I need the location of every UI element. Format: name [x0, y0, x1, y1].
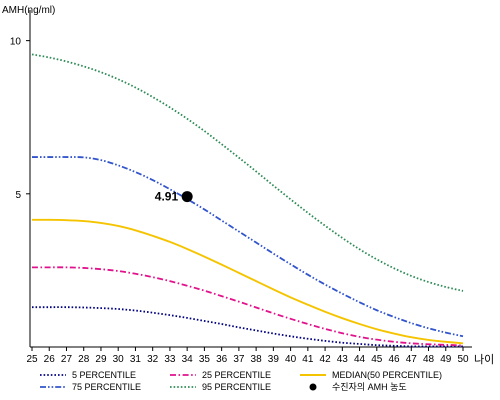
series-line-median-50-percentile [31, 218, 464, 345]
x-tick-label: 38 [251, 354, 263, 365]
ticks: 25 26 27 28 29 30 31 32 33 34 35 36 37 38 39 40 41 42 43 44… [10, 37, 469, 365]
x-tick-label: 43 [337, 354, 349, 365]
x-tick-label: 37 [233, 354, 245, 365]
x-tick-label: 35 [199, 354, 211, 365]
legend-label-75-percentile: 75 PERCENTILE [72, 382, 141, 392]
x-tick-label: 31 [130, 354, 142, 365]
x-tick-label: 46 [388, 354, 400, 365]
series-line-95-percentile [31, 53, 464, 292]
x-tick-label: 36 [216, 354, 228, 365]
x-tick-label: 42 [320, 354, 332, 365]
x-tick-label: 26 [44, 354, 56, 365]
legend-label-5-percentile: 5 PERCENTILE [72, 370, 136, 380]
x-tick-label: 25 [26, 354, 38, 365]
x-tick-label: 40 [285, 354, 297, 365]
x-tick-label: 44 [354, 354, 366, 365]
legend-label-median-50-percentile: MEDIAN(50 PERCENTILE) [332, 370, 442, 380]
x-tick-label: 27 [61, 354, 73, 365]
x-tick-label: 41 [302, 354, 314, 365]
marker: 4.91 [155, 190, 193, 204]
x-tick-label: 30 [113, 354, 125, 365]
y-tick-label: 10 [10, 37, 22, 48]
y-tick-label: 5 [15, 190, 21, 201]
y-axis-title: AMH(ng/ml) [2, 5, 55, 16]
x-tick-label: 34 [182, 354, 194, 365]
series-lines [31, 53, 464, 348]
legend-label-25-percentile: 25 PERCENTILE [202, 370, 271, 380]
x-tick-label: 50 [457, 354, 469, 365]
x-tick-label: 45 [371, 354, 383, 365]
series-line-5-percentile [32, 306, 463, 348]
x-tick-label: 48 [423, 354, 435, 365]
axes: AMH(ng/ml) 나이 [2, 5, 494, 366]
x-tick-label: 49 [440, 354, 452, 365]
x-tick-label: 29 [95, 354, 107, 365]
legend-label-95-percentile: 95 PERCENTILE [202, 382, 271, 392]
series-line-25-percentile [32, 266, 464, 347]
patient-marker-value: 4.91 [155, 190, 179, 204]
x-tick-label: 39 [268, 354, 280, 365]
x-tick-label: 32 [147, 354, 159, 365]
series-line-75-percentile [31, 156, 464, 338]
x-tick-label: 47 [406, 354, 418, 365]
x-tick-label: 28 [78, 354, 90, 365]
legend: 5 PERCENTILE 75 PERCENTILE 25 PERCENTILE 95… [40, 370, 442, 392]
x-axis-title: 나이 [474, 353, 494, 366]
legend-label-patient-amh: 수진자의 AMH 농도 [332, 382, 407, 392]
patient-marker-dot [181, 191, 193, 203]
x-tick-label: 33 [164, 354, 176, 365]
legend-marker-dot [309, 383, 317, 391]
